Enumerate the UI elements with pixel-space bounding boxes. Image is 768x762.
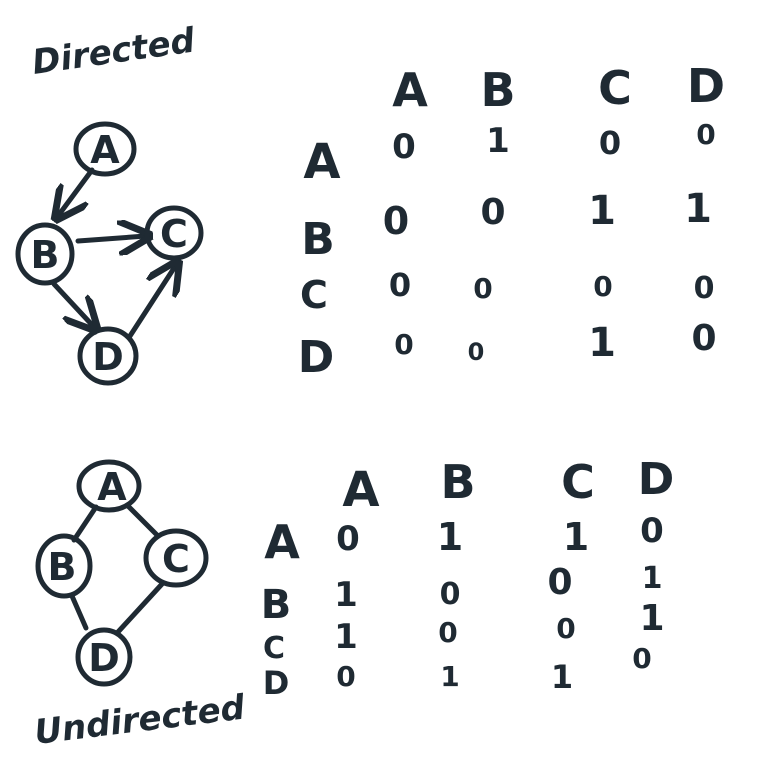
undirected-title: Undirected [32,687,247,753]
directed-node-d: D [77,326,139,386]
directed-col-header-b: B [480,63,515,117]
undirected-col-header-b: B [440,455,475,509]
directed-cell-d-a: 0 [394,328,413,361]
directed-cell-c-a: 0 [389,266,411,304]
directed-col-header-c: C [598,61,632,115]
undirected-edge-a-b [71,504,99,543]
directed-cell-b-a: 0 [383,199,409,243]
undirected-cell-a-a: 0 [336,519,360,559]
directed-cell-c-c: 0 [593,270,612,303]
undirected-cell-a-b: 1 [437,515,463,559]
directed-node-a-label: A [90,128,120,172]
undirected-cell-c-c: 0 [556,612,575,645]
directed-row-header-c: C [300,273,328,317]
undirected-cell-c-d: 1 [639,598,664,639]
directed-node-d-label: D [92,335,124,379]
directed-edge-b-c [75,236,146,241]
directed-cell-c-b: 0 [473,272,492,305]
undirected-cell-d-a: 0 [336,660,355,693]
directed-node-c-label: C [160,212,188,256]
undirected-node-c: C [143,528,209,588]
directed-node-a: A [73,121,137,177]
undirected-cell-d-c: 1 [551,658,573,696]
directed-cell-d-c: 1 [588,320,616,366]
undirected-node-c-label: C [162,537,190,581]
directed-cell-c-d: 0 [694,271,715,306]
undirected-cell-b-b: 0 [440,577,461,612]
undirected-cell-d-d: 0 [632,642,651,675]
directed-cell-b-b: 0 [480,192,505,233]
directed-cell-d-b: 0 [468,338,485,366]
directed-node-b-label: B [31,233,60,277]
undirected-cell-a-d: 0 [640,511,664,551]
directed-title: Directed [30,20,198,82]
directed-edge-a-b [58,167,95,216]
undirected-cell-b-c: 0 [547,562,572,603]
undirected-node-b: B [35,533,93,599]
undirected-edge-b-d [69,593,89,631]
directed-cell-a-b: 1 [486,121,510,161]
directed-cell-b-d: 1 [684,186,712,232]
directed-col-header-d: D [687,59,725,113]
directed-cell-b-c: 1 [588,188,616,234]
undirected-edge-c-d [115,581,165,635]
undirected-row-header-b: B [261,582,292,628]
undirected-graph: A B C D [35,459,209,687]
directed-graph: A B C D [15,121,204,386]
directed-matrix: A B C D A B C D 0 1 0 0 0 0 1 1 0 0 0 0 … [298,59,725,383]
directed-cell-a-a: 0 [392,127,416,167]
undirected-node-b-label: B [48,545,77,589]
directed-edge-d-c [127,265,176,339]
undirected-row-header-a: A [264,515,300,569]
undirected-cell-b-a: 1 [334,575,358,615]
directed-node-b: B [15,222,75,286]
undirected-col-header-d: D [638,454,675,505]
directed-row-header-a: A [303,134,340,190]
directed-row-header-d: D [298,332,335,383]
undirected-col-header-c: C [561,455,595,509]
directed-cell-a-d: 0 [696,118,715,151]
undirected-cell-c-a: 1 [334,617,358,657]
undirected-cell-c-b: 0 [438,616,457,649]
undirected-node-a-label: A [97,465,127,509]
undirected-col-header-a: A [342,462,379,518]
undirected-node-a: A [76,459,142,513]
undirected-row-header-d: D [263,664,290,702]
undirected-node-d: D [75,627,133,687]
directed-col-header-a: A [392,63,428,117]
undirected-row-header-c: C [263,631,285,666]
directed-cell-a-c: 0 [599,124,621,162]
undirected-cell-b-d: 1 [642,561,663,596]
directed-node-c: C [144,205,204,261]
undirected-edge-a-c [125,503,161,539]
undirected-node-d-label: D [88,636,120,680]
undirected-cell-d-b: 1 [440,660,459,693]
directed-edge-b-d [51,281,94,327]
directed-cell-d-d: 0 [691,318,716,359]
undirected-matrix: A B C D A B C D 0 1 1 0 1 0 0 1 1 0 0 1 … [261,454,675,702]
directed-row-header-b: B [301,214,335,265]
undirected-cell-a-c: 1 [563,515,589,559]
